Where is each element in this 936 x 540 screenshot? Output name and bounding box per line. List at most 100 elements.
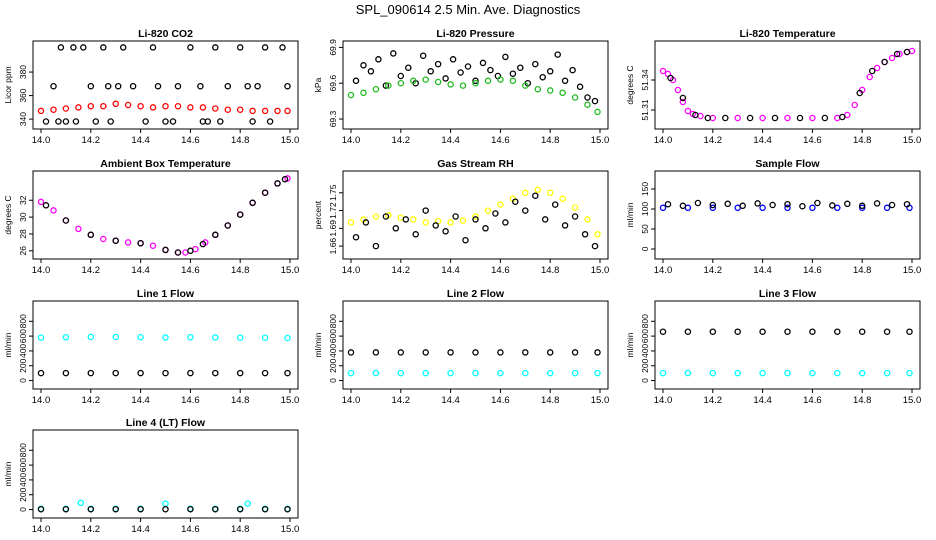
- x-tick-label: 14.8: [231, 395, 250, 406]
- data-point: [100, 44, 107, 51]
- data-point: [883, 204, 891, 212]
- data-point: [212, 44, 219, 51]
- data-point: [347, 369, 355, 377]
- data-point: [199, 240, 207, 248]
- data-point: [546, 189, 554, 197]
- x-tick-label: 15.0: [591, 395, 610, 406]
- data-point: [284, 369, 291, 377]
- data-point: [75, 225, 82, 233]
- data-point: [447, 349, 454, 356]
- y-axis-label: degrees C: [625, 65, 635, 104]
- data-point: [509, 77, 517, 85]
- data-point: [709, 369, 717, 377]
- x-tick-label: 14.2: [82, 524, 101, 535]
- data-point: [509, 70, 517, 77]
- data-point: [659, 369, 667, 377]
- data-point: [873, 200, 881, 207]
- data-point: [571, 94, 579, 101]
- data-point: [87, 82, 95, 90]
- data-point: [906, 328, 913, 335]
- data-point: [149, 104, 157, 111]
- data-point: [858, 328, 866, 335]
- plot-frame: [32, 170, 299, 260]
- data-point: [212, 231, 219, 239]
- data-point: [199, 104, 207, 111]
- data-point: [224, 106, 232, 113]
- data-point: [75, 104, 82, 111]
- data-point: [422, 207, 429, 214]
- data-point: [784, 369, 791, 377]
- data-point: [472, 213, 479, 220]
- data-point: [37, 369, 45, 377]
- data-point: [162, 118, 169, 125]
- data-point: [571, 213, 579, 220]
- y-axis-label: kPa: [313, 77, 323, 92]
- data-point: [434, 60, 442, 68]
- x-tick-label: 14.4: [131, 135, 150, 146]
- data-point: [809, 114, 816, 122]
- x-tick-label: 15.0: [591, 135, 610, 146]
- data-point: [372, 242, 380, 250]
- data-point: [104, 82, 112, 90]
- data-point: [62, 505, 70, 513]
- data-point: [546, 349, 554, 356]
- x-tick-label: 15.0: [903, 135, 922, 146]
- data-point: [367, 68, 375, 75]
- data-series: [659, 369, 913, 377]
- data-point: [692, 111, 699, 119]
- chart-panel: Line 3 Flow 14.0 14.2 14.4 14.6 14.8 15.0 0 2004…: [625, 288, 921, 406]
- data-point: [594, 349, 601, 356]
- x-tick-label: 14.0: [654, 265, 673, 276]
- chart-title: Line 4 (LT) Flow: [126, 417, 206, 429]
- data-point: [274, 180, 281, 187]
- data-point: [659, 67, 667, 75]
- data-point: [397, 79, 405, 87]
- data-point: [759, 114, 766, 122]
- data-point: [906, 369, 913, 377]
- x-tick-label: 14.4: [753, 135, 772, 146]
- data-point: [559, 89, 566, 97]
- data-point: [569, 66, 576, 74]
- x-tick-label: 14.0: [32, 395, 51, 406]
- data-point: [92, 118, 100, 125]
- x-tick-label: 15.0: [281, 524, 300, 535]
- data-point: [512, 198, 519, 205]
- data-point: [187, 333, 194, 341]
- y-axis-label: degrees C: [3, 195, 13, 234]
- data-point: [571, 204, 579, 211]
- data-point: [432, 222, 439, 229]
- data-point: [809, 369, 816, 377]
- data-point: [402, 216, 410, 223]
- data-point: [372, 213, 380, 220]
- plot-frame: [342, 40, 609, 130]
- x-tick-label: 14.4: [131, 265, 150, 276]
- data-point: [37, 198, 45, 206]
- x-tick-label: 14.6: [181, 135, 200, 146]
- data-series: [659, 47, 916, 122]
- data-series: [664, 199, 911, 210]
- data-point: [442, 75, 449, 82]
- data-point: [479, 59, 487, 67]
- chart-panel: Gas Stream RH 14.0 14.2 14.4 14.6 14.8 15.0 1.6…: [313, 158, 609, 276]
- y-tick-label: 32: [18, 195, 28, 205]
- data-point: [281, 175, 289, 183]
- y-tick-label: 28: [18, 229, 28, 239]
- y-tick-label: 69.3: [328, 110, 338, 127]
- data-point: [883, 328, 891, 335]
- data-series: [37, 175, 291, 256]
- data-point: [746, 114, 754, 122]
- data-point: [187, 104, 194, 111]
- data-point: [594, 369, 601, 377]
- data-point: [796, 114, 804, 122]
- data-point: [77, 499, 85, 507]
- data-point: [522, 369, 529, 377]
- chart-panel: Sample Flow 14.0 14.2 14.4 14.6 14.8 15.0 0 50 10…: [625, 158, 921, 276]
- data-point: [873, 64, 881, 72]
- data-point: [472, 79, 479, 87]
- data-series: [352, 50, 599, 105]
- data-point: [347, 349, 355, 356]
- data-point: [372, 85, 380, 93]
- data-point: [204, 118, 212, 125]
- x-tick-label: 15.0: [281, 135, 300, 146]
